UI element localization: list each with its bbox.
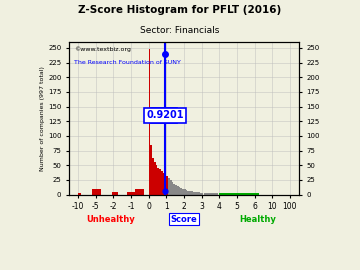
- Text: Score: Score: [171, 215, 197, 224]
- Bar: [186, 190, 188, 195]
- Bar: [194, 192, 196, 195]
- Bar: [170, 180, 171, 195]
- Bar: [157, 168, 159, 195]
- Bar: [154, 162, 156, 195]
- Text: Z-Score Histogram for PFLT (2016): Z-Score Histogram for PFLT (2016): [78, 5, 282, 15]
- Bar: [202, 193, 203, 195]
- Bar: [228, 194, 237, 195]
- Bar: [211, 194, 215, 195]
- Bar: [182, 189, 184, 195]
- Bar: [175, 185, 177, 195]
- Bar: [189, 191, 191, 195]
- Bar: [78, 194, 81, 195]
- Bar: [152, 158, 154, 195]
- Bar: [246, 194, 255, 195]
- Bar: [173, 184, 175, 195]
- Bar: [191, 191, 193, 195]
- Bar: [156, 165, 157, 195]
- Bar: [177, 186, 179, 195]
- Bar: [204, 193, 208, 195]
- Bar: [200, 193, 202, 195]
- Bar: [255, 194, 259, 195]
- Text: The Research Foundation of SUNY: The Research Foundation of SUNY: [74, 60, 181, 65]
- Text: ©www.textbiz.org: ©www.textbiz.org: [74, 47, 131, 52]
- Text: 0.9201: 0.9201: [146, 110, 184, 120]
- Bar: [180, 188, 182, 195]
- Bar: [179, 187, 180, 195]
- Bar: [188, 191, 189, 195]
- Bar: [161, 171, 163, 195]
- Bar: [165, 174, 166, 195]
- Bar: [196, 192, 198, 195]
- Bar: [237, 194, 246, 195]
- Bar: [135, 189, 144, 195]
- Text: Sector: Financials: Sector: Financials: [140, 26, 220, 35]
- Bar: [159, 169, 161, 195]
- Bar: [208, 194, 211, 195]
- Bar: [112, 192, 118, 195]
- Text: Healthy: Healthy: [239, 215, 276, 224]
- Bar: [215, 194, 218, 195]
- Bar: [166, 176, 168, 195]
- Bar: [171, 182, 173, 195]
- Bar: [126, 192, 135, 195]
- Bar: [163, 173, 165, 195]
- Bar: [193, 192, 194, 195]
- Bar: [149, 49, 150, 195]
- Bar: [150, 145, 152, 195]
- Y-axis label: Number of companies (997 total): Number of companies (997 total): [40, 66, 45, 171]
- Bar: [219, 194, 228, 195]
- Bar: [184, 189, 186, 195]
- Bar: [92, 189, 102, 195]
- Bar: [168, 178, 170, 195]
- Text: Unhealthy: Unhealthy: [86, 215, 135, 224]
- Bar: [198, 192, 200, 195]
